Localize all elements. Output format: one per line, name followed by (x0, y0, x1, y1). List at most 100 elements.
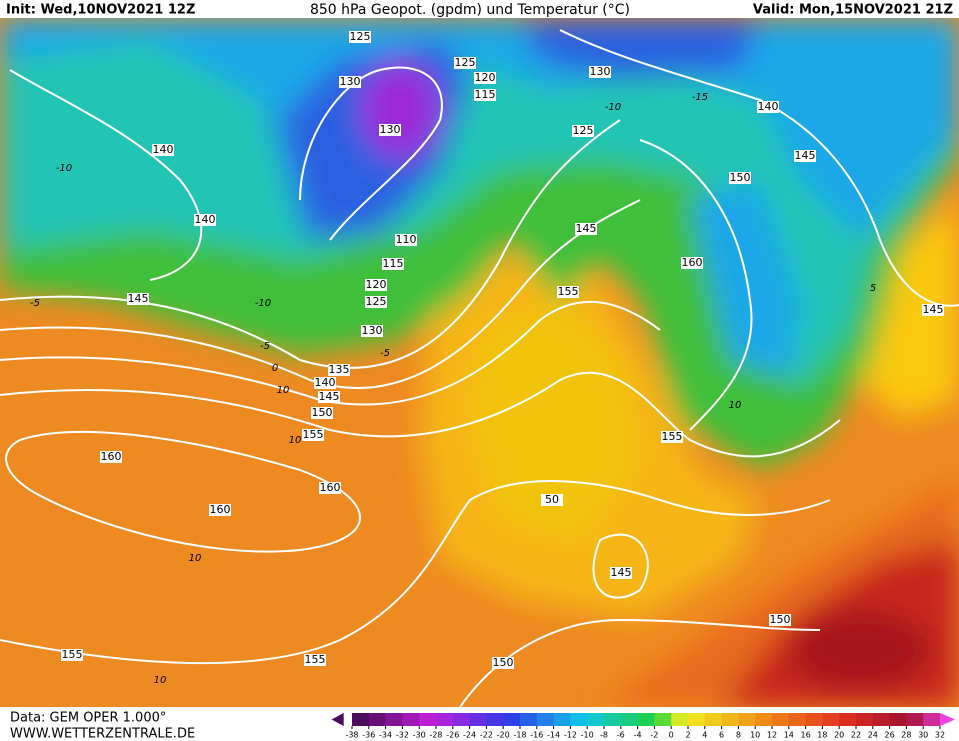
geopotential-label: 155 (558, 285, 579, 298)
temperature-label: -10 (56, 163, 72, 174)
colorbar-cell (788, 713, 807, 726)
label-box (729, 172, 751, 184)
temperature-label: -15 (692, 92, 708, 103)
colorbar-cell (368, 713, 387, 726)
geopotential-label: 125 (573, 124, 594, 137)
colorbar-tick-label: -10 (581, 731, 594, 740)
label-box (572, 125, 594, 137)
label-box (194, 214, 216, 226)
label-box (769, 614, 791, 626)
label-box (661, 431, 683, 443)
label-box (454, 57, 476, 69)
label-box (474, 72, 496, 84)
colorbar-cell (587, 713, 605, 726)
label-box (100, 451, 122, 463)
colorbar-cell (872, 713, 891, 726)
colorbar-tick-label: -26 (446, 731, 459, 740)
temperature-label: 5 (870, 283, 876, 294)
label-box (922, 304, 944, 316)
label-box (361, 325, 383, 337)
colorbar-cell (704, 713, 723, 726)
geopotential-label: 145 (611, 566, 632, 579)
label-box (541, 494, 563, 506)
geopotential-label: 155 (662, 430, 683, 443)
colorbar-tick-label: -34 (379, 731, 392, 740)
geopotential-label: 130 (380, 123, 401, 136)
geopotential-label: 160 (210, 503, 231, 516)
label-box (474, 89, 496, 101)
label-box (339, 76, 361, 88)
init-time: Init: Wed,10NOV2021 12Z (6, 3, 195, 18)
geopotential-label: 160 (101, 450, 122, 463)
geopotential-label: 50 (545, 493, 559, 506)
geopotential-label: 160 (320, 481, 341, 494)
label-box (575, 223, 597, 235)
header-bar (0, 0, 959, 18)
colorbar-cell (620, 713, 639, 726)
label-box (328, 364, 350, 376)
colorbar-cell (536, 713, 555, 726)
geopotential-label: 155 (62, 648, 83, 661)
temperature-label: -10 (255, 298, 271, 309)
data-source: Data: GEM OPER 1.000° (10, 711, 166, 726)
label-box (557, 286, 579, 298)
colorbar-tick-label: -32 (396, 731, 409, 740)
label-box (314, 377, 336, 389)
colorbar-cell (452, 713, 471, 726)
geopotential-label: 160 (682, 256, 703, 269)
geopotential-label: 130 (590, 65, 611, 78)
label-box (794, 150, 816, 162)
temperature-label: 10 (729, 400, 742, 411)
temperature-label: 10 (289, 435, 302, 446)
colorbar-cell (486, 713, 504, 726)
colorbar-tick-label: 0 (669, 731, 674, 740)
geopotential-label: 125 (350, 30, 371, 43)
label-box (757, 101, 779, 113)
geopotential-label: 150 (493, 656, 514, 669)
colorbar-tick-label: -14 (547, 731, 560, 740)
colorbar-tick-label: 16 (801, 731, 811, 740)
colorbar-tick-label: -12 (564, 731, 577, 740)
label-box (209, 504, 231, 516)
colorbar-cell (906, 713, 924, 726)
colorbar-tick-label: 18 (817, 731, 827, 740)
geopotential-label: 145 (576, 222, 597, 235)
geopotential-label: 155 (305, 653, 326, 666)
label-box (382, 258, 404, 270)
colorbar-tick-label: 28 (901, 731, 911, 740)
colorbar-cell (889, 713, 907, 726)
colorbar-cell (856, 713, 874, 726)
temperature-label: 10 (154, 675, 167, 686)
colorbar-tick-label: -4 (634, 731, 642, 740)
colorbar-tick-label: 30 (918, 731, 928, 740)
colorbar-tick-label: -8 (600, 731, 608, 740)
colorbar-tick-label: -18 (513, 731, 526, 740)
label-box (365, 296, 387, 308)
label-box (610, 567, 632, 579)
colorbar-cell (385, 713, 403, 726)
geopotential-label: 155 (303, 428, 324, 441)
colorbar-cell (738, 713, 756, 726)
colorbar: -38 -36 -34 -32 -30 -28 -26 -24 -22 -20 -18 -16 -14-… (331, 713, 955, 740)
colorbar-cell (839, 713, 857, 726)
geopotential-label: 145 (128, 292, 149, 305)
geopotential-label: 120 (475, 71, 496, 84)
colorbar-tick-label: 8 (736, 731, 741, 740)
colorbar-tick-label: -2 (650, 731, 658, 740)
geopotential-label: 125 (366, 295, 387, 308)
label-box (61, 649, 83, 661)
colorbar-cell (755, 713, 773, 726)
colorbar-cell (721, 713, 739, 726)
colorbar-tick-label: -24 (463, 731, 476, 740)
map-field (0, 18, 959, 708)
geopotential-label: 115 (475, 88, 496, 101)
colorbar-tick-label: -22 (480, 731, 493, 740)
colorbar-cell (671, 713, 689, 726)
geopotential-label: 120 (366, 278, 387, 291)
label-box (319, 482, 341, 494)
geopotential-label: 145 (923, 303, 944, 316)
colorbar-cell (604, 713, 622, 726)
geopotential-label: 135 (329, 363, 350, 376)
label-box (379, 124, 401, 136)
geopotential-label: 140 (153, 143, 174, 156)
